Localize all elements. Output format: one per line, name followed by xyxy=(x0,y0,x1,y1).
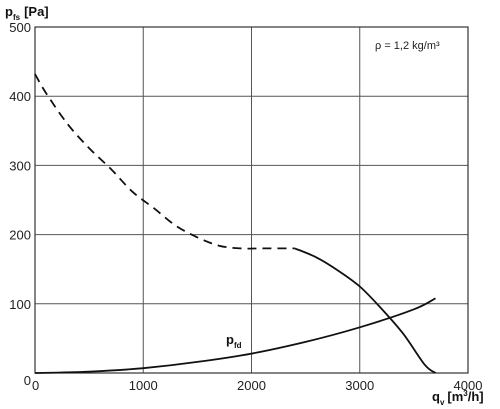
x-tick-label: 2000 xyxy=(237,378,266,393)
series-label-pfd: pfd xyxy=(226,332,242,350)
y-tick-label: 400 xyxy=(9,89,31,104)
dynamic-pressure-curve xyxy=(34,297,436,374)
tick-layer: 0 1000 2000 3000 4000 0 100 200 300 400 500 xyxy=(9,20,482,393)
y-tick-label: 100 xyxy=(9,297,31,312)
y-axis-label: pfs [Pa] xyxy=(5,4,49,22)
y-tick-label: 0 xyxy=(24,373,31,388)
series-layer xyxy=(34,73,437,374)
grid-layer xyxy=(34,26,469,374)
static-pressure-dashed-curve xyxy=(34,73,295,250)
x-tick-label: 1000 xyxy=(129,378,158,393)
y-tick-label: 200 xyxy=(9,228,31,243)
plot-frame xyxy=(34,26,469,374)
x-tick-label: 0 xyxy=(32,378,39,393)
static-pressure-solid-curve xyxy=(294,247,437,374)
x-tick-label: 3000 xyxy=(345,378,374,393)
density-annotation: ρ = 1,2 kg/m³ xyxy=(375,40,440,52)
x-axis-label: qv [m3/h] xyxy=(432,389,484,407)
y-tick-label: 500 xyxy=(9,20,31,35)
x-tick-label: 4000 xyxy=(454,378,483,393)
y-tick-label: 300 xyxy=(9,158,31,173)
